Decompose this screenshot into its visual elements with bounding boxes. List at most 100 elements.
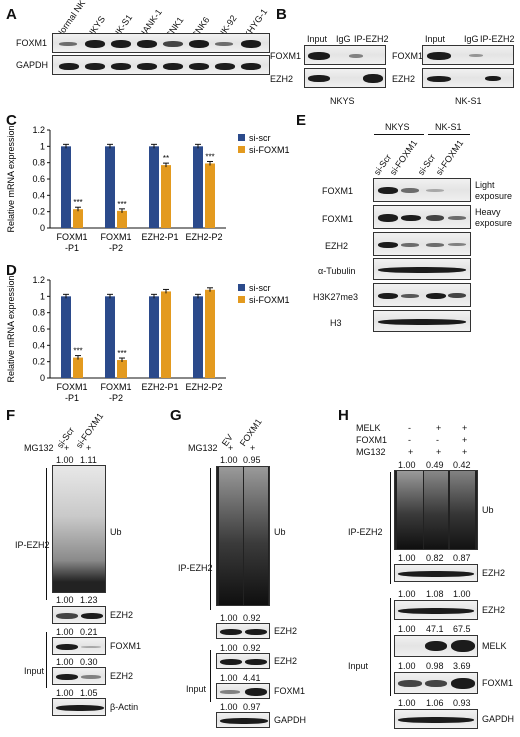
y-tick-label: 1.2 xyxy=(32,125,45,135)
quant: 0.87 xyxy=(453,553,471,563)
bar xyxy=(205,163,215,228)
bracket xyxy=(390,598,391,696)
row-label: EZH2 xyxy=(325,241,349,251)
legend-swatch xyxy=(238,146,245,153)
blot-h-foxm1 xyxy=(394,672,478,694)
cond-label: MELK xyxy=(356,423,381,433)
exposure-note: Heavy xyxy=(475,207,501,217)
blot-e-foxm1-heavy xyxy=(373,205,471,229)
significance-label: *** xyxy=(73,347,82,356)
quant: 0.98 xyxy=(426,661,444,671)
row-label: FOXM1 xyxy=(270,51,302,61)
bracket xyxy=(210,468,211,610)
panel-label-b: B xyxy=(276,6,287,23)
input-label: Input xyxy=(24,666,45,676)
quant: 1.00 xyxy=(220,455,238,465)
quant: 47.1 xyxy=(426,624,444,634)
lane-label: IP-EZH2 xyxy=(354,34,389,44)
cond-label: FOXM1 xyxy=(356,435,388,445)
legend-label: si-scr xyxy=(249,283,271,293)
quant: 1.00 xyxy=(220,702,238,712)
blot-f-ub xyxy=(52,465,106,593)
quant: 4.41 xyxy=(243,673,261,683)
significance-label: *** xyxy=(117,349,126,358)
y-tick-label: 1 xyxy=(40,291,45,301)
lane-label: IP-EZH2 xyxy=(480,34,515,44)
row-label: GAPDH xyxy=(274,715,307,725)
blot-h-ezh2 xyxy=(394,564,478,582)
row-label: FOXM1 xyxy=(110,641,142,651)
quant: 1.00 xyxy=(56,657,74,667)
blot-g-foxm1 xyxy=(216,683,270,699)
row-label: β-Actin xyxy=(110,702,139,712)
legend-swatch xyxy=(238,296,245,303)
blot-f-actin xyxy=(52,698,106,716)
quant: 1.06 xyxy=(426,698,444,708)
cond-label: MG132 xyxy=(356,447,386,457)
legend-label: si-FOXM1 xyxy=(249,145,290,155)
quant: 67.5 xyxy=(453,624,471,634)
blot-e-ezh2 xyxy=(373,232,471,256)
panel-label-e: E xyxy=(296,112,307,129)
bar xyxy=(193,146,203,228)
ip-label: IP-EZH2 xyxy=(348,527,383,537)
x-tick-label: FOXM1 xyxy=(56,232,87,242)
blot-foxm1 xyxy=(52,33,270,53)
sign: + xyxy=(436,447,442,457)
sign: + xyxy=(228,443,234,453)
x-tick-label: EZH2-P1 xyxy=(141,382,178,392)
y-tick-label: 0 xyxy=(40,373,45,383)
chart-c: Relative mRNA expression 0 0.2 0.4 0.6 0.8 1 1.… xyxy=(6,125,290,253)
panel-label-c: C xyxy=(6,112,17,129)
quant: 0.93 xyxy=(453,698,471,708)
exposure-note: Light xyxy=(475,180,495,190)
blot-g-gapdh xyxy=(216,712,270,728)
lane-label: si-Scr xyxy=(415,152,438,177)
quant: 0.92 xyxy=(243,643,261,653)
quant: 1.00 xyxy=(453,589,471,599)
bar xyxy=(117,360,127,378)
row-label: EZH2 xyxy=(274,626,298,636)
row-label: EZH2 xyxy=(392,74,416,84)
bar xyxy=(149,296,159,378)
x-tick-label: EZH2-P1 xyxy=(141,232,178,242)
blot-b2-foxm1 xyxy=(422,45,514,65)
panel-label-h: H xyxy=(338,407,349,424)
quant: 1.00 xyxy=(398,460,416,470)
input-label: Input xyxy=(348,661,369,671)
bar xyxy=(117,210,127,228)
lane-label: Input xyxy=(425,34,446,44)
lane-label: IgG xyxy=(336,34,351,44)
blot-b1-foxm1 xyxy=(304,45,386,65)
legend-label: si-FOXM1 xyxy=(249,295,290,305)
quant: 1.05 xyxy=(80,688,98,698)
exposure-note: exposure xyxy=(475,218,513,228)
x-tick-label: EZH2-P2 xyxy=(185,382,222,392)
exposure-note: exposure xyxy=(475,191,513,201)
bar xyxy=(61,296,71,378)
quant: 0.30 xyxy=(80,657,98,667)
y-tick-label: 0.8 xyxy=(32,308,45,318)
quant: 0.97 xyxy=(243,702,261,712)
quant: 0.92 xyxy=(243,613,261,623)
ub-label: Ub xyxy=(482,505,494,515)
panel-label-a: A xyxy=(6,6,17,23)
sign: + xyxy=(408,447,414,457)
bracket xyxy=(390,472,391,584)
bracket xyxy=(210,650,211,702)
y-tick-label: 0.6 xyxy=(32,174,45,184)
mg132-label: MG132 xyxy=(24,443,54,453)
ip-label: IP-EZH2 xyxy=(15,540,50,550)
row-label: H3K27me3 xyxy=(313,292,359,302)
bar xyxy=(161,165,171,228)
quant: 0.42 xyxy=(453,460,471,470)
lane-label: Input xyxy=(307,34,328,44)
cell-line-label: NKYS xyxy=(385,122,410,132)
bar xyxy=(105,296,115,378)
quant: 1.08 xyxy=(426,589,444,599)
quant: 1.00 xyxy=(398,661,416,671)
divider xyxy=(374,134,424,135)
quant: 0.21 xyxy=(80,627,98,637)
blot-e-foxm1-light xyxy=(373,178,471,202)
cell-line-label: NK-S1 xyxy=(455,96,482,106)
